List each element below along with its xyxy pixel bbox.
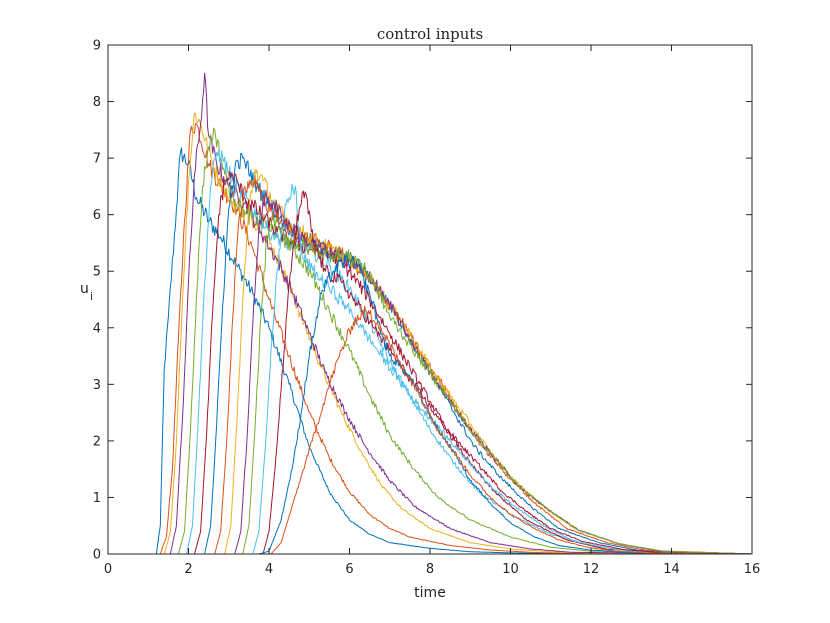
- x-tick-label: 14: [663, 562, 680, 577]
- series-line: [108, 176, 752, 555]
- x-axis-ticks: 0 2 4 6 8 10 12 14 16: [104, 45, 760, 577]
- series-line: [108, 215, 752, 555]
- plot-box: [107, 44, 753, 555]
- series-group: [108, 72, 752, 555]
- x-tick-label: 0: [104, 562, 112, 577]
- y-tick-label: 4: [93, 321, 101, 336]
- x-tick-label: 8: [426, 562, 434, 577]
- axes: [107, 44, 753, 555]
- y-axis-label-subscript: i: [90, 290, 93, 303]
- y-tick-label: 0: [93, 548, 101, 563]
- chart-title: control inputs: [377, 25, 483, 43]
- y-tick-label: 3: [93, 378, 101, 393]
- series-line: [108, 168, 752, 555]
- y-tick-label: 6: [93, 208, 101, 223]
- x-tick-label: 12: [583, 562, 600, 577]
- series-line: [108, 72, 752, 555]
- y-tick-label: 9: [93, 39, 101, 54]
- x-tick-label: 6: [345, 562, 353, 577]
- series-line: [108, 152, 752, 555]
- y-tick-label: 1: [93, 491, 101, 506]
- series-line: [108, 123, 752, 555]
- y-tick-label: 5: [93, 265, 101, 280]
- x-tick-label: 16: [744, 562, 761, 577]
- series-line: [108, 149, 752, 555]
- series-line: [108, 147, 752, 555]
- x-tick-label: 2: [184, 562, 192, 577]
- x-tick-label: 10: [502, 562, 519, 577]
- y-axis-ticks: 0 1 2 3 4 5 6 7 8 9: [93, 39, 752, 563]
- y-tick-label: 7: [93, 152, 101, 167]
- x-tick-label: 4: [265, 562, 273, 577]
- y-tick-label: 8: [93, 95, 101, 110]
- series-line: [108, 127, 752, 555]
- y-axis-label: u: [80, 281, 89, 297]
- y-tick-label: 2: [93, 434, 101, 449]
- y-axis-label-group: u i: [80, 281, 93, 303]
- x-axis-label: time: [414, 585, 446, 601]
